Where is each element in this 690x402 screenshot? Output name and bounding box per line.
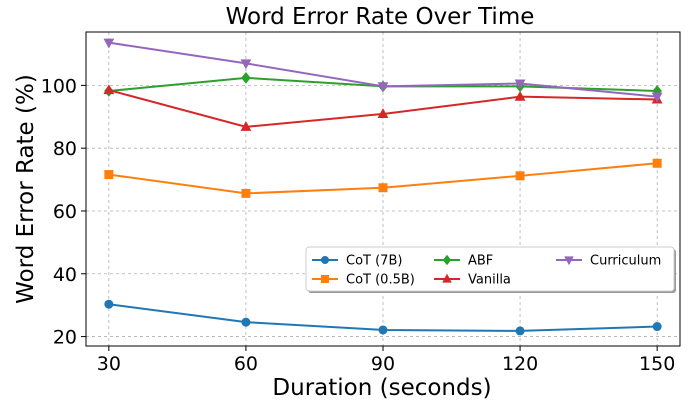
x-axis-title: Duration (seconds) [272,375,491,401]
y-tick-label: 80 [53,138,77,160]
y-axis-title: Word Error Rate (%) [13,74,39,304]
x-tick-label: 30 [97,353,121,375]
data-point-cot-7b [652,322,662,332]
x-tick-label: 150 [639,353,675,375]
x-tick-label: 120 [502,353,538,375]
legend-marker [442,254,452,266]
series-cot-7b [104,299,662,336]
series-curriculum [103,38,663,103]
data-point-vanilla [514,90,526,101]
data-point-cot-7b [515,326,525,336]
data-point-cot-7b [378,325,388,335]
legend-box [305,246,675,292]
data-point-abf [241,71,251,84]
data-point-curriculum [514,79,526,90]
legend-item-abf: ABF [434,254,493,269]
legend: CoT (7B) CoT (0.5B) ABF Vanilla Curriculum [305,246,676,293]
data-point-cot-0-5b [652,158,662,168]
legend-label: CoT (0.5B) [346,273,415,288]
x-tick-label: 90 [371,353,395,375]
series-cot-0-5b [104,158,662,198]
legend-marker [442,273,452,283]
series-layer [103,38,663,336]
legend-item-vanilla: Vanilla [434,273,511,288]
data-point-vanilla [103,84,115,95]
data-point-cot-0-5b [515,171,525,181]
legend-label: ABF [468,254,493,269]
y-tick-label: 20 [53,327,77,349]
legend-label: CoT (7B) [346,254,402,269]
legend-label: Curriculum [590,254,661,269]
data-point-cot-7b [241,317,251,327]
data-point-vanilla [240,120,252,131]
y-tick-label: 100 [41,75,77,97]
legend-marker [564,256,574,266]
data-point-curriculum [103,38,115,49]
data-point-curriculum [651,92,663,103]
y-tick-label: 40 [53,264,77,286]
data-point-curriculum [240,59,252,70]
data-point-cot-0-5b [104,170,114,180]
data-point-vanilla [377,108,389,119]
axis-layer: 30 60 90 120 150 20 40 60 80 100 [41,31,681,375]
data-point-curriculum [377,82,389,93]
y-tick-label: 60 [53,201,77,223]
legend-marker [321,275,329,283]
data-point-cot-0-5b [241,188,251,198]
data-point-cot-7b [104,299,114,309]
legend-item-cot-0-5b: CoT (0.5B) [312,273,415,288]
legend-label: Vanilla [468,273,511,288]
data-point-cot-0-5b [378,183,388,193]
series-vanilla [103,84,663,131]
legend-item-curriculum: Curriculum [556,254,661,269]
legend-item-cot-7b: CoT (7B) [312,254,402,269]
x-tick-label: 60 [234,353,258,375]
plot-frame [85,31,681,347]
chart-title: Word Error Rate Over Time [226,4,535,30]
legend-marker [321,256,329,264]
